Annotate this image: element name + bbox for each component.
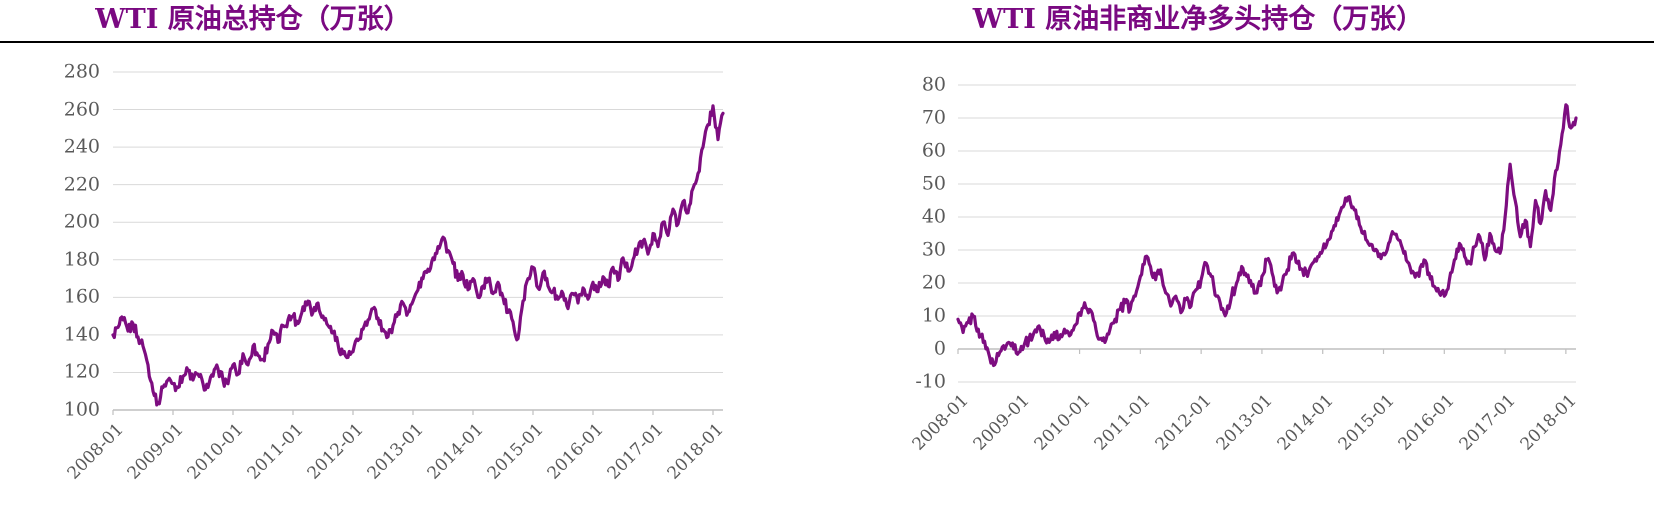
- y-axis-label: 220: [63, 173, 100, 196]
- data-series-line: [956, 103, 1578, 368]
- chart-title-right: WTI 原油非商业净多头持仓（万张）: [972, 4, 1424, 35]
- y-axis-label: 180: [63, 248, 100, 271]
- y-axis-label: 20: [921, 271, 946, 294]
- y-axis-label: 160: [63, 285, 100, 308]
- chart-title-left: WTI 原油总持仓（万张）: [95, 4, 411, 35]
- y-axis-label: -10: [915, 370, 946, 393]
- y-axis-label: 40: [921, 205, 946, 228]
- y-axis-label: 280: [63, 60, 100, 83]
- y-axis-label: 200: [63, 210, 100, 233]
- y-axis-label: 100: [63, 398, 100, 421]
- y-axis-label: 70: [921, 106, 946, 129]
- y-axis-label: 260: [63, 98, 100, 121]
- data-series-line: [111, 104, 725, 407]
- y-axis-label: 10: [921, 304, 946, 327]
- y-axis-label: 80: [921, 73, 946, 96]
- y-axis-label: 120: [63, 360, 100, 383]
- y-axis-label: 60: [921, 139, 946, 162]
- y-axis-label: 0: [933, 337, 946, 360]
- header-rule: [0, 41, 1654, 43]
- y-axis-label: 50: [921, 172, 946, 195]
- y-axis-label: 140: [63, 323, 100, 346]
- y-axis-label: 30: [921, 238, 946, 261]
- y-axis-label: 240: [63, 135, 100, 158]
